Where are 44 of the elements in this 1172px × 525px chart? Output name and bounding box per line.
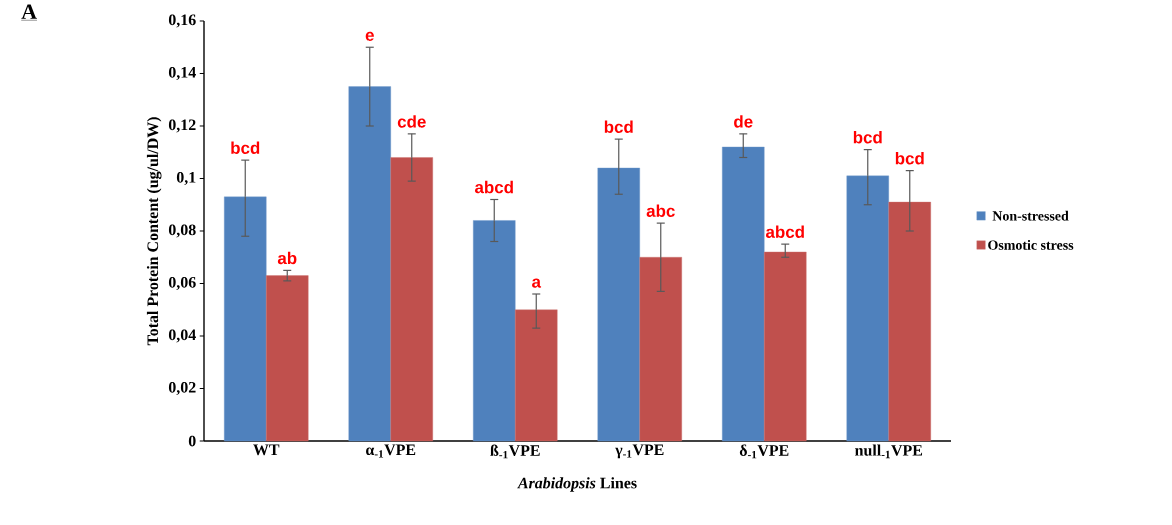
annotation: bcd — [604, 120, 633, 133]
x-tick-label: α$_{-1}$VPE — [366, 444, 416, 458]
x-axis-title: Arabidopsis Lines — [517, 477, 637, 492]
annotation: de — [734, 115, 753, 128]
y-tick-label: 0,04 — [168, 329, 196, 343]
x-tick-label: ß$_{-1}$VPE — [490, 444, 540, 459]
bar — [639, 257, 682, 442]
bar — [266, 275, 309, 442]
bar — [722, 146, 765, 442]
y-tick-label: 0,16 — [168, 14, 196, 28]
y-tick-label: 0,06 — [168, 276, 196, 291]
bar — [390, 157, 433, 442]
annotation: a — [532, 278, 542, 288]
bar — [224, 196, 267, 442]
annotation: bcd — [231, 141, 260, 154]
annotation: abc — [646, 204, 675, 217]
y-tick-label: 0,12 — [168, 119, 196, 133]
bar — [846, 175, 889, 442]
bar — [515, 309, 558, 442]
bar — [597, 167, 640, 442]
x-tick-label: γ$_{-1}$VPE — [615, 444, 664, 459]
x-tick-label: null$_{-1}$VPE — [855, 444, 923, 459]
bar — [348, 86, 391, 442]
annotation: abcd — [765, 225, 804, 238]
legend-label: Non-stressed — [992, 210, 1069, 221]
bar — [473, 220, 516, 442]
y-tick-label: 0,1 — [176, 171, 196, 186]
annotation: abcd — [474, 180, 513, 194]
y-tick-label: 0,08 — [168, 224, 196, 238]
x-tick-label: δ$_{-1}$VPE — [739, 444, 789, 459]
bar — [764, 251, 807, 442]
y-tick-label: 0,02 — [168, 381, 196, 396]
text: A — [21, 4, 37, 19]
bar — [888, 201, 931, 442]
x-tick-label: WT — [253, 444, 280, 456]
y-tick-label: 0 — [188, 435, 196, 447]
annotation: cde — [397, 115, 426, 128]
annotation: bcd — [853, 130, 882, 144]
y-tick-label: 0,14 — [168, 66, 196, 81]
annotation: ab — [277, 251, 297, 265]
annotation: e — [365, 31, 374, 42]
legend-label: Osmotic stress — [988, 239, 1074, 250]
y-axis-title: Total Protein Content (ug/ul/DW) — [146, 117, 162, 346]
annotation: bcd — [895, 151, 924, 165]
